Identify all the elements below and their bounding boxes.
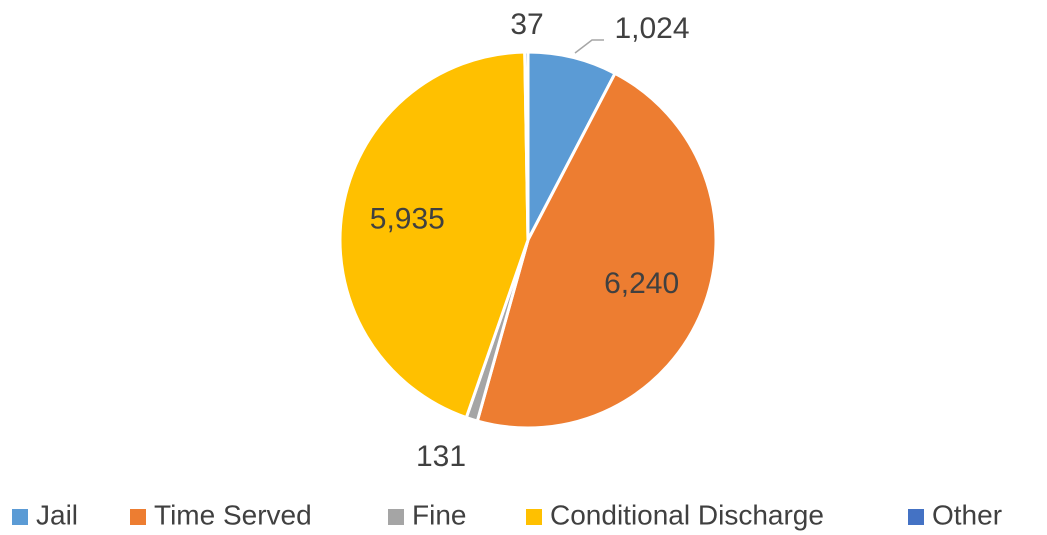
legend-swatch [388,509,404,525]
data-label: 131 [416,440,466,473]
legend-label: Fine [412,499,466,530]
pie-slice [475,71,718,430]
data-label: 1,024 [614,12,689,45]
legend-label: Time Served [154,499,312,530]
legend-swatch [130,509,146,525]
legend-label: Jail [36,499,78,530]
legend-label: Other [932,499,1002,530]
legend-swatch [12,509,28,525]
legend-swatch [526,509,542,525]
pie-slice [338,50,530,420]
data-label: 37 [510,8,543,41]
data-label: 6,240 [604,267,679,300]
leader-line [574,39,604,54]
data-label: 5,935 [370,203,445,236]
pie-slice [523,50,530,241]
legend-swatch [908,509,924,525]
legend-label: Conditional Discharge [550,499,824,530]
